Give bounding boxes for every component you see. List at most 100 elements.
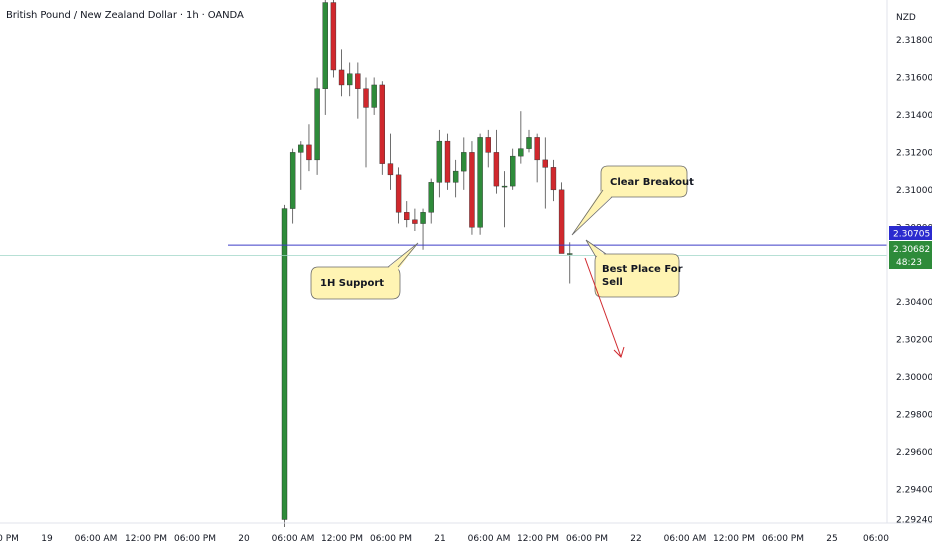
candle-body-up	[314, 88, 320, 161]
candle-body-up	[526, 137, 532, 149]
candle-body-down	[330, 2, 337, 71]
candle[interactable]	[387, 133, 394, 190]
candle[interactable]	[412, 208, 418, 232]
candle[interactable]	[363, 77, 369, 168]
candle[interactable]	[477, 133, 483, 235]
candle[interactable]	[558, 182, 565, 254]
candle-body-up	[428, 182, 434, 213]
support-callout-text: 1H Support	[320, 278, 384, 289]
candle-body-down	[387, 163, 394, 176]
candle[interactable]	[534, 133, 540, 183]
time-tick-label: 06:00 AM	[272, 534, 315, 544]
candle[interactable]	[298, 141, 304, 190]
time-tick-label: 0 PM	[0, 534, 19, 544]
candle-body-down	[534, 137, 540, 161]
candle[interactable]	[452, 159, 459, 198]
time-tick-label: 22	[630, 534, 641, 544]
candle-body-up	[567, 253, 573, 255]
time-axis[interactable]: 0 PM 19 06:00 AM 12:00 PM 06:00 PM 20 06:00 AM…	[0, 534, 889, 544]
candle[interactable]	[289, 148, 296, 224]
time-tick-label: 12:00 PM	[125, 534, 167, 544]
candle-body-up	[501, 185, 508, 188]
last-price-badge	[889, 241, 932, 269]
time-tick-label: 12:00 PM	[321, 534, 363, 544]
candle[interactable]	[493, 129, 500, 194]
candle[interactable]	[314, 77, 320, 175]
candle-body-down	[444, 140, 451, 183]
candle[interactable]	[347, 62, 353, 97]
sell-callout[interactable]: Best Place For Sell	[585, 239, 683, 298]
price-tick-label: 2.31200	[896, 148, 932, 158]
candle-body-up	[371, 84, 377, 108]
sell-callout-text-line2: Sell	[602, 277, 623, 288]
candle-body-down	[412, 219, 418, 224]
candle-body-down	[485, 137, 491, 153]
time-tick-label: 06:00 PM	[566, 534, 608, 544]
level-price-badge	[889, 226, 932, 240]
price-tick-label: 2.30000	[896, 373, 932, 383]
candle[interactable]	[428, 178, 434, 224]
candle-body-down	[558, 189, 565, 254]
time-tick-label: 06:00 AM	[75, 534, 118, 544]
candle[interactable]	[330, 0, 337, 78]
candle[interactable]	[526, 129, 532, 153]
price-tick-label: 2.31000	[896, 186, 932, 196]
candle-body-down	[493, 152, 500, 187]
price-tick-label: 2.31800	[896, 36, 932, 46]
candle[interactable]	[379, 81, 385, 175]
candles-layer	[281, 0, 573, 527]
candle-body-down	[550, 167, 557, 191]
candle-body-down	[404, 212, 410, 221]
candle[interactable]	[371, 77, 377, 115]
candle-body-down	[355, 73, 361, 89]
sell-projection-arrow[interactable]	[584, 257, 625, 358]
candle[interactable]	[436, 129, 443, 198]
candle-body-up	[436, 140, 443, 183]
last-price-text: 2.30682	[893, 245, 930, 255]
candle-body-up	[298, 144, 304, 153]
price-tick-label: 2.31600	[896, 73, 932, 83]
candle[interactable]	[485, 129, 491, 168]
candle-body-down	[306, 144, 312, 161]
support-callout[interactable]: 1H Support	[310, 242, 419, 300]
time-tick-label: 06:00 AM	[664, 534, 707, 544]
candle[interactable]	[355, 62, 361, 119]
level-price-text: 2.30705	[893, 230, 930, 240]
candle[interactable]	[567, 242, 573, 284]
candle[interactable]	[322, 0, 328, 115]
candle[interactable]	[542, 137, 548, 209]
candle[interactable]	[550, 159, 557, 202]
candle[interactable]	[338, 49, 345, 97]
candle-body-up	[281, 208, 288, 520]
candle-body-up	[461, 152, 467, 172]
time-tick-label: 06:00 PM	[174, 534, 216, 544]
price-tick-label: 2.29400	[896, 486, 932, 496]
candle[interactable]	[444, 133, 451, 190]
candle-body-up	[420, 212, 426, 224]
candle[interactable]	[420, 208, 426, 250]
breakout-callout[interactable]: Clear Breakout	[571, 165, 694, 236]
countdown-text: 48:23	[896, 258, 922, 268]
candle[interactable]	[306, 124, 312, 172]
candle[interactable]	[395, 167, 402, 224]
candle[interactable]	[501, 171, 508, 228]
candle-body-up	[510, 155, 516, 187]
candle[interactable]	[518, 111, 524, 164]
chart-title: British Pound / New Zealand Dollar · 1h …	[6, 10, 244, 21]
price-tick-label: 2.30200	[896, 336, 932, 346]
price-axis[interactable]: 2.318002.316002.314002.312002.310002.308…	[896, 36, 932, 526]
time-tick-label: 20	[238, 534, 250, 544]
time-tick-label: 19	[41, 534, 53, 544]
candle-body-down	[338, 69, 345, 86]
time-tick-label: 25	[826, 534, 837, 544]
candle-body-up	[322, 2, 328, 89]
price-tick-label: 2.29240	[896, 516, 932, 526]
candle[interactable]	[404, 201, 410, 228]
candle[interactable]	[469, 141, 475, 235]
candle-body-up	[289, 152, 296, 209]
candle[interactable]	[461, 137, 467, 190]
candle[interactable]	[281, 204, 288, 527]
candle-body-down	[363, 88, 369, 108]
candle[interactable]	[510, 148, 516, 190]
